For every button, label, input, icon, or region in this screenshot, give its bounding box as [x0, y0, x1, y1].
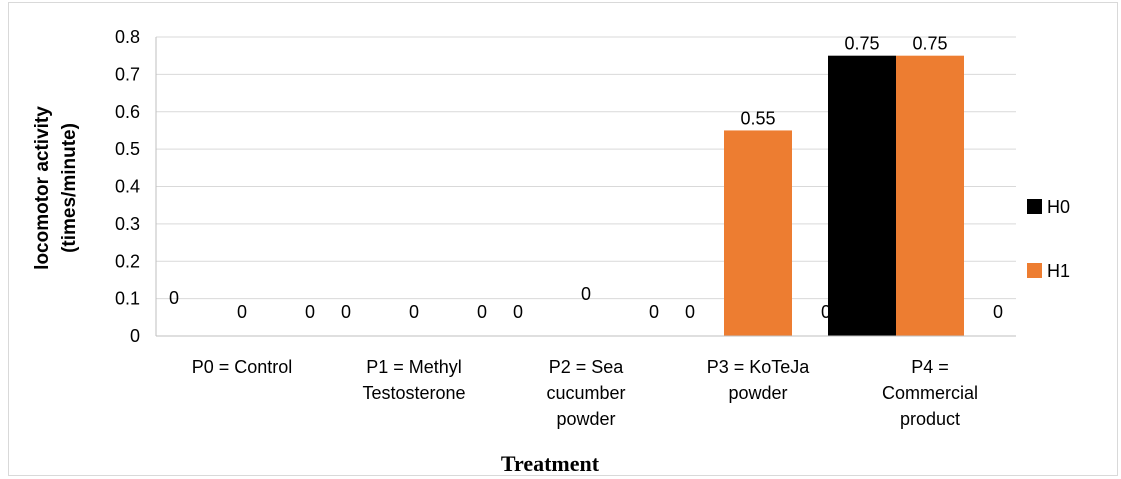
- axes: [155, 37, 1016, 337]
- legend-swatch: [1027, 263, 1042, 278]
- data-label: 0.75: [844, 34, 879, 54]
- x-tick-labels: P0 = Control P1 = Methyl Testosterone P2 = …: [192, 357, 978, 429]
- x-tick-label: cucumber: [546, 383, 625, 403]
- x-tick-label: P2 = Sea: [549, 357, 625, 377]
- x-tick-label: powder: [556, 409, 615, 429]
- data-label: 0: [409, 302, 419, 322]
- x-tick-label: powder: [728, 383, 787, 403]
- data-label: 0: [821, 302, 831, 322]
- y-tick-label: 0.4: [115, 177, 140, 197]
- legend-swatch: [1027, 199, 1042, 214]
- y-tick-label: 0.3: [115, 214, 140, 234]
- x-tick-label: P4 =: [911, 357, 949, 377]
- legend-label: H0: [1047, 197, 1070, 217]
- y-axis-label-line-2: (times/minute): [59, 123, 80, 253]
- data-label: 0: [305, 302, 315, 322]
- y-tick-label: 0.1: [115, 289, 140, 309]
- data-label: 0: [993, 302, 1003, 322]
- data-label: 0.75: [912, 34, 947, 54]
- data-label: 0: [513, 302, 523, 322]
- x-tick-label: Commercial: [882, 383, 978, 403]
- y-axis-label-line-1: locomotor activity: [32, 106, 53, 270]
- bar: [724, 130, 792, 336]
- x-tick-label: P1 = Methyl: [366, 357, 462, 377]
- y-tick-label: 0.2: [115, 251, 140, 271]
- data-label: 0: [477, 302, 487, 322]
- data-label: 0: [341, 302, 351, 322]
- bars: [724, 55, 964, 336]
- data-label: 0: [237, 302, 247, 322]
- data-label: 0: [581, 284, 591, 304]
- data-label: 0.55: [740, 108, 775, 128]
- data-label: 0: [649, 302, 659, 322]
- data-label: 0: [169, 288, 179, 308]
- y-tick-labels: 0 0.1 0.2 0.3 0.4 0.5 0.6 0.7 0.8: [115, 27, 140, 346]
- y-tick-label: 0.7: [115, 64, 140, 84]
- y-tick-label: 0.5: [115, 139, 140, 159]
- x-tick-label: P3 = KoTeJa: [707, 357, 811, 377]
- data-label: 0: [685, 302, 695, 322]
- data-labels: 0 0 0 0 0 0 0 0 0 0 0.55 0 0.75 0.75 0: [169, 34, 1003, 322]
- y-tick-label: 0.8: [115, 27, 140, 47]
- x-tick-label: P0 = Control: [192, 357, 293, 377]
- x-tick-label: product: [900, 409, 960, 429]
- x-axis-label: Treatment: [501, 451, 600, 476]
- y-tick-label: 0: [130, 326, 140, 346]
- legend: H0 H1: [1027, 197, 1070, 281]
- y-tick-label: 0.6: [115, 102, 140, 122]
- bar: [896, 55, 964, 336]
- bar: [828, 55, 896, 336]
- legend-label: H1: [1047, 261, 1070, 281]
- x-tick-label: Testosterone: [362, 383, 465, 403]
